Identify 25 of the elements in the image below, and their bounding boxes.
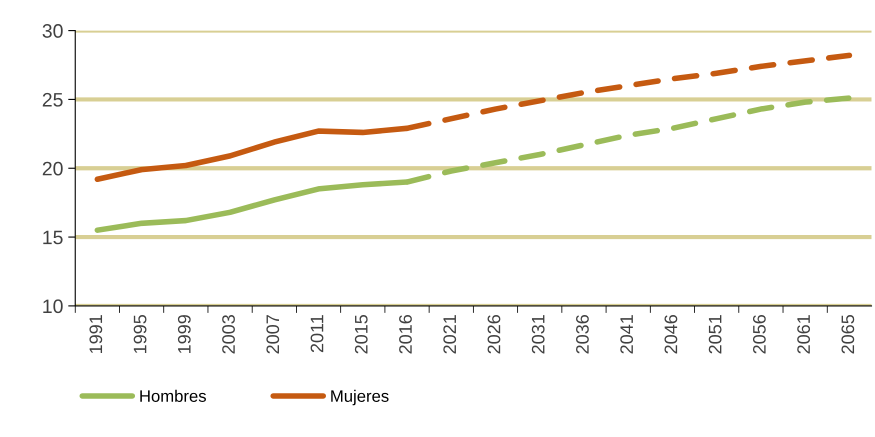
x-tick-label: 2031 — [532, 315, 545, 354]
legend-label: Mujeres — [331, 390, 389, 406]
legend-label: Hombres — [140, 390, 206, 402]
x-tick-label: 2026 — [488, 315, 500, 354]
y-tick-label: 30 — [42, 24, 63, 38]
x-tick-label: 2021 — [443, 315, 456, 354]
x-tick-label: 2041 — [620, 315, 634, 354]
x-tick-label: 1995 — [134, 314, 146, 354]
y-tick-label: 20 — [42, 162, 63, 176]
x-tick-label: 1991 — [89, 315, 102, 354]
x-tick-label: 2061 — [797, 315, 810, 354]
y-tick-label: 15 — [43, 230, 63, 244]
x-tick-label: 2065 — [841, 314, 854, 354]
x-tick-label: 2003 — [222, 315, 235, 354]
x-tick-label: 2036 — [576, 315, 589, 354]
y-tick-label: 25 — [42, 92, 63, 107]
x-tick-label: 2011 — [310, 315, 324, 352]
x-tick-label: 2016 — [399, 315, 412, 354]
x-tick-label: 2051 — [708, 315, 722, 354]
x-tick-label: 2056 — [752, 315, 766, 354]
x-tick-label: 2046 — [664, 315, 678, 354]
y-tick-label: 10 — [43, 299, 63, 314]
x-tick-label: 1999 — [178, 315, 191, 354]
x-tick-label: 2015 — [354, 314, 368, 354]
x-tick-label: 2007 — [266, 315, 280, 354]
